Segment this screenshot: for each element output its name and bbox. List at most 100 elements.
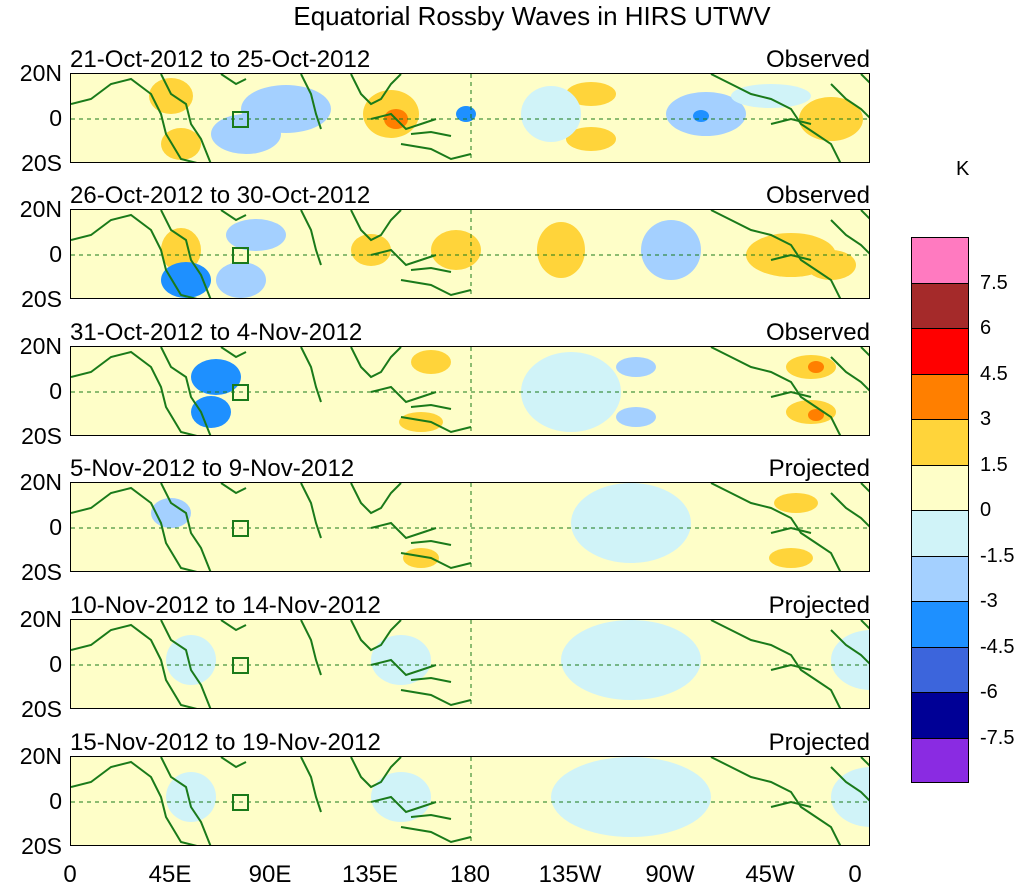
y-tick-0: 0: [49, 788, 62, 814]
coastline: [71, 350, 198, 435]
anomaly-contour: [149, 78, 193, 114]
coastline: [710, 757, 842, 845]
coastline: [300, 757, 322, 813]
coastline: [220, 757, 247, 769]
coastline: [830, 766, 869, 802]
coastline: [860, 74, 869, 84]
colorbar-label: -4.5: [980, 636, 1015, 658]
y-tick-20s: 20S: [21, 833, 62, 859]
panel-date: 26-Oct-2012 to 30-Oct-2012: [70, 182, 371, 209]
coastline: [860, 620, 869, 630]
colorbar-swatch: [911, 510, 969, 556]
anomaly-contour: [521, 86, 581, 142]
anomaly-contour: [808, 409, 824, 421]
colorbar-label: -6: [980, 681, 998, 703]
map-field: [70, 619, 870, 709]
y-tick-20s: 20S: [21, 559, 62, 585]
colorbar-label: -1.5: [980, 545, 1015, 567]
coastline: [400, 279, 472, 297]
y-tick-20n: 20N: [19, 60, 62, 86]
colorbar-swatch: [911, 282, 969, 328]
map-svg: [71, 483, 869, 571]
panel-2: 26-Oct-2012 to 30-Oct-2012 Observed 20N …: [20, 183, 870, 311]
panel-date: 15-Nov-2012 to 19-Nov-2012: [70, 729, 381, 756]
coastline: [400, 552, 472, 570]
coastline: [220, 483, 247, 495]
coastline: [300, 483, 322, 539]
panel-date: 21-Oct-2012 to 25-Oct-2012: [70, 46, 371, 73]
panel-status: Observed: [765, 46, 870, 73]
coastline: [770, 390, 812, 398]
map-svg: [71, 210, 869, 298]
y-tick-20n: 20N: [19, 333, 62, 359]
y-tick-20n: 20N: [19, 743, 62, 769]
coastline: [350, 210, 402, 242]
anomaly-contour: [166, 635, 216, 685]
y-tick-20n: 20N: [19, 469, 62, 495]
colorbar: [911, 237, 969, 783]
map-svg: [71, 347, 869, 435]
colorbar-swatch: [911, 646, 969, 692]
x-tick-180: 180: [449, 861, 491, 888]
anomaly-contour: [616, 407, 656, 427]
coastline: [770, 663, 812, 671]
coastline: [860, 210, 869, 220]
coastline: [830, 219, 869, 255]
coastline: [830, 83, 869, 119]
coastline: [770, 800, 812, 808]
colorbar-unit: K: [956, 158, 970, 180]
coastline: [71, 213, 198, 298]
x-tick-45w: 45W: [745, 861, 795, 888]
anomaly-contour: [431, 230, 481, 270]
coastline: [370, 112, 437, 131]
coastline: [350, 483, 402, 515]
coastline: [400, 416, 472, 434]
map-svg: [71, 74, 869, 162]
coastline: [350, 74, 402, 106]
y-tick-0: 0: [49, 514, 62, 540]
figure-title: Equatorial Rossby Waves in HIRS UTWV: [293, 1, 771, 31]
colorbar-swatch: [911, 555, 969, 601]
panel-date: 10-Nov-2012 to 14-Nov-2012: [70, 592, 381, 619]
colorbar-swatch: [911, 373, 969, 419]
coastline: [71, 77, 198, 162]
coastline: [160, 347, 212, 435]
map-field: [70, 73, 870, 163]
coastline: [71, 623, 198, 708]
colorbar-swatch: [911, 328, 969, 374]
y-tick-20n: 20N: [19, 606, 62, 632]
colorbar-label: 3: [980, 408, 992, 430]
y-tick-0: 0: [49, 105, 62, 131]
coastline: [71, 486, 198, 571]
region-box: [232, 384, 249, 401]
anomaly-contour: [808, 361, 824, 373]
coastline: [710, 483, 842, 571]
coastline: [370, 795, 437, 814]
map-svg: [71, 620, 869, 708]
coastline: [350, 347, 402, 379]
colorbar-label: 0: [980, 499, 992, 521]
coastline: [370, 521, 437, 540]
anomaly-contour: [769, 548, 813, 568]
coastline: [860, 347, 869, 357]
coastline: [300, 210, 322, 266]
panel-status: Observed: [765, 319, 870, 346]
coastline: [710, 347, 842, 435]
y-tick-20s: 20S: [21, 286, 62, 312]
region-box: [232, 247, 249, 264]
anomaly-contour: [411, 350, 451, 374]
anomaly-contour: [151, 498, 191, 528]
colorbar-swatch: [911, 601, 969, 647]
panel-date: 5-Nov-2012 to 9-Nov-2012: [70, 455, 355, 482]
coastline: [220, 620, 247, 632]
y-tick-20n: 20N: [19, 196, 62, 222]
x-tick-0-end: 0: [848, 861, 862, 888]
coastline: [860, 757, 869, 767]
coastline: [410, 403, 452, 410]
colorbar-swatch: [911, 419, 969, 465]
anomaly-contour: [616, 357, 656, 377]
coastline: [160, 74, 212, 162]
panel-1: 21-Oct-2012 to 25-Oct-2012 Observed 20N …: [20, 47, 870, 175]
panel-status: Projected: [768, 455, 870, 482]
coastline: [830, 356, 869, 392]
